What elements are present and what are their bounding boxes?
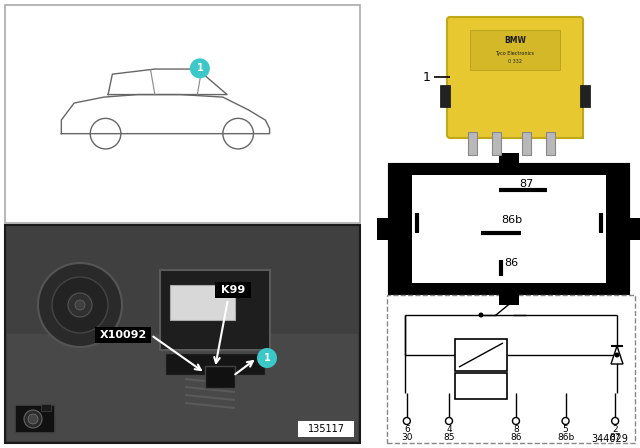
Bar <box>15 405 55 433</box>
Bar <box>377 218 390 240</box>
Bar <box>5 5 360 223</box>
Text: 1: 1 <box>196 63 204 73</box>
Bar <box>546 132 555 155</box>
Circle shape <box>75 300 85 310</box>
Bar <box>522 132 531 155</box>
Bar <box>468 132 477 155</box>
Bar <box>7 227 358 441</box>
Circle shape <box>190 58 210 78</box>
Text: BMW: BMW <box>504 35 526 44</box>
Bar <box>5 225 360 443</box>
Text: 5: 5 <box>563 425 568 434</box>
Text: K99: K99 <box>221 285 245 295</box>
Bar <box>390 165 628 293</box>
Text: 87: 87 <box>609 432 621 441</box>
Text: 8: 8 <box>513 425 519 434</box>
Bar <box>499 153 519 166</box>
Polygon shape <box>611 346 623 364</box>
Text: 4: 4 <box>446 425 452 434</box>
Bar <box>160 270 270 350</box>
Text: 6: 6 <box>404 425 410 434</box>
Bar <box>440 85 450 107</box>
Circle shape <box>614 353 620 358</box>
Bar <box>375 3 637 163</box>
Circle shape <box>403 418 410 425</box>
Text: 85: 85 <box>444 432 455 441</box>
Text: 30: 30 <box>401 432 413 441</box>
Text: 344029: 344029 <box>591 434 628 444</box>
Text: 86: 86 <box>510 432 522 441</box>
Text: 30: 30 <box>398 215 412 225</box>
Bar <box>165 353 265 375</box>
Circle shape <box>513 418 520 425</box>
Bar <box>215 282 251 298</box>
Bar <box>454 24 584 139</box>
Circle shape <box>445 418 452 425</box>
Bar <box>580 85 590 107</box>
Text: 86b: 86b <box>557 432 574 441</box>
Circle shape <box>612 418 619 425</box>
Circle shape <box>38 263 122 347</box>
Bar <box>492 132 501 155</box>
Bar <box>387 295 635 443</box>
Circle shape <box>562 418 569 425</box>
Bar <box>205 366 235 388</box>
Bar <box>7 227 358 334</box>
Circle shape <box>257 348 277 368</box>
Bar <box>455 339 507 371</box>
Bar <box>628 218 640 240</box>
Text: 86: 86 <box>504 258 518 268</box>
Bar <box>170 285 235 320</box>
Bar <box>455 373 507 399</box>
Bar <box>412 175 606 283</box>
Text: 135117: 135117 <box>307 424 344 434</box>
FancyBboxPatch shape <box>447 17 583 138</box>
Bar <box>41 404 51 411</box>
Text: 86b: 86b <box>501 215 522 225</box>
Text: 87: 87 <box>519 179 533 189</box>
Text: 2: 2 <box>612 425 618 434</box>
Circle shape <box>24 410 42 428</box>
Bar <box>499 292 519 305</box>
Bar <box>95 327 151 343</box>
Text: Tyco Electronics: Tyco Electronics <box>495 51 534 56</box>
Circle shape <box>68 293 92 317</box>
Bar <box>470 30 560 70</box>
Circle shape <box>28 414 38 424</box>
Text: X10092: X10092 <box>99 330 147 340</box>
Circle shape <box>52 277 108 333</box>
Text: 85: 85 <box>606 215 620 225</box>
Bar <box>298 421 354 437</box>
Text: 0 332: 0 332 <box>508 59 522 64</box>
Text: 1: 1 <box>423 70 431 83</box>
Circle shape <box>479 313 483 318</box>
Text: 1: 1 <box>264 353 270 363</box>
